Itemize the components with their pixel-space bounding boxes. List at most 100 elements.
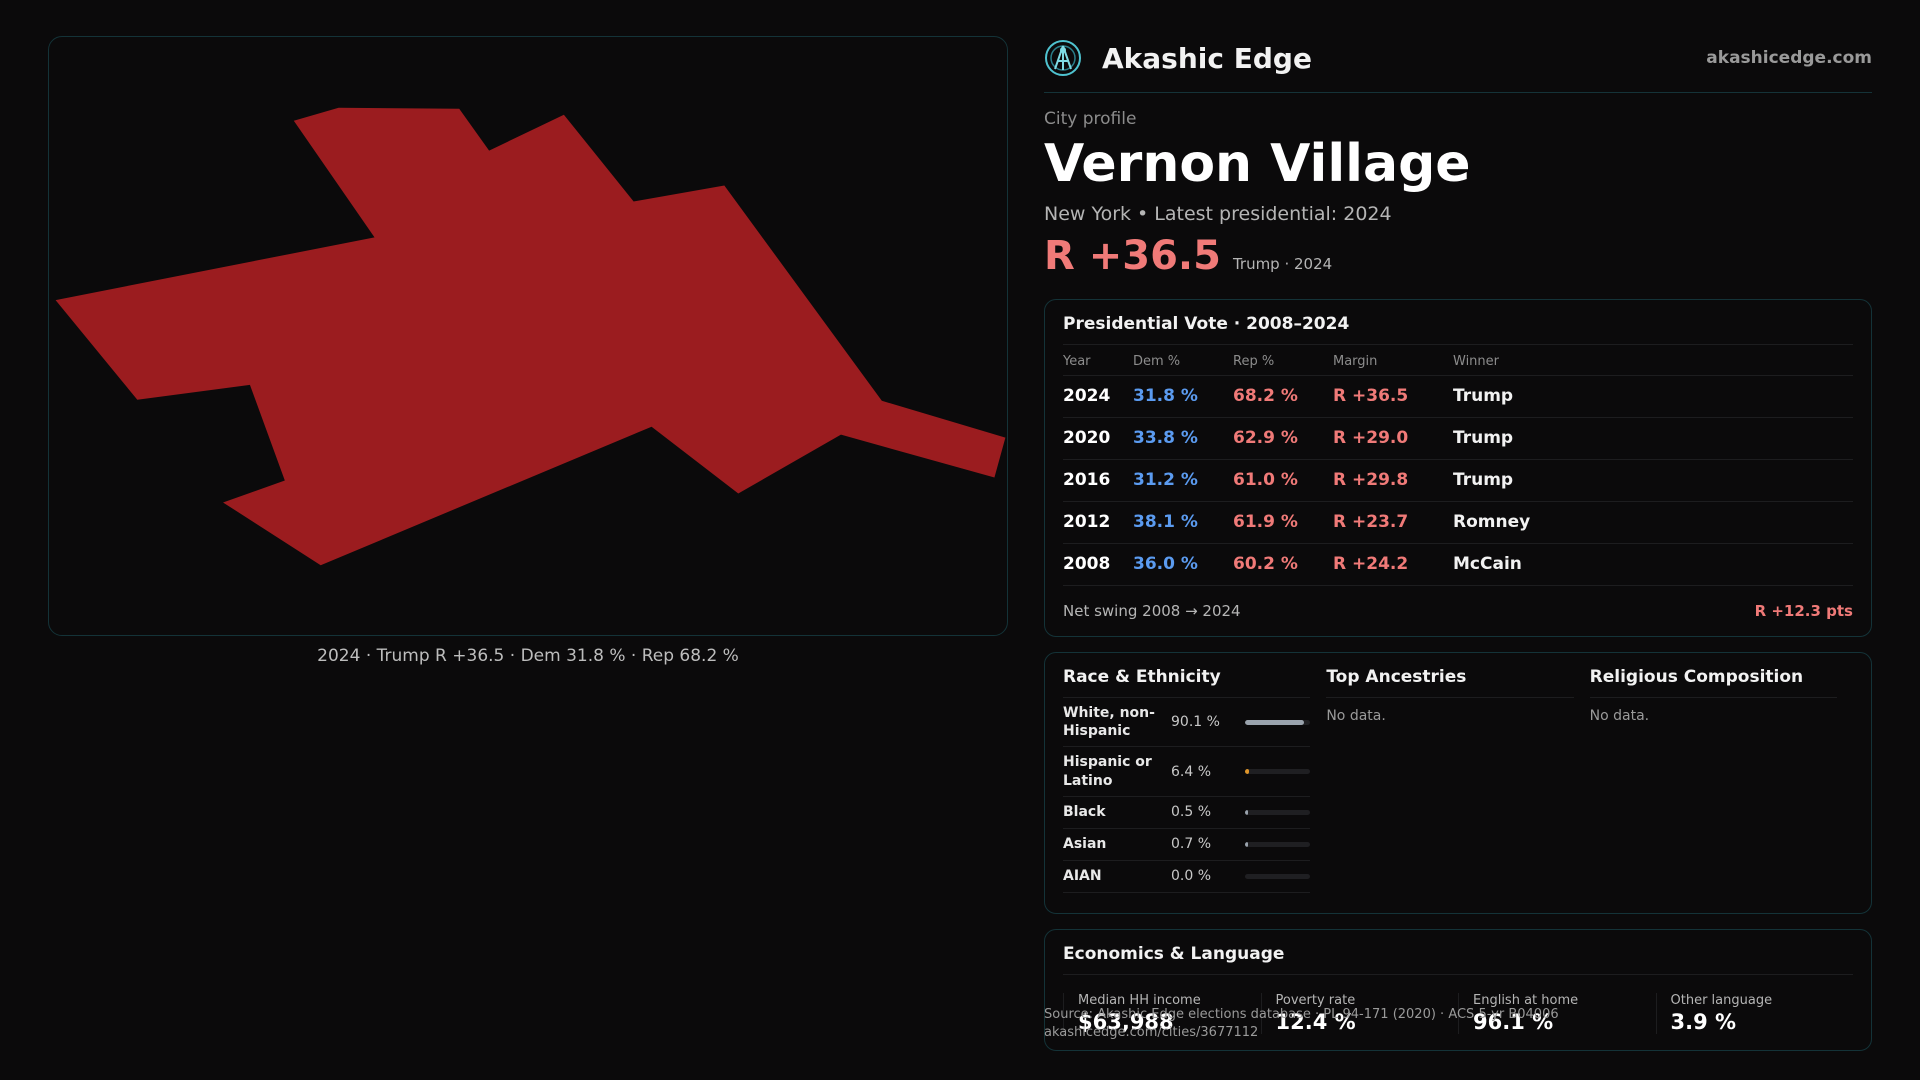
year-cell: 2024 <box>1063 375 1133 418</box>
net-swing-row: Net swing 2008 → 2024 R +12.3 pts <box>1063 602 1853 620</box>
race-bar-track <box>1245 769 1311 775</box>
column-header: Rep % <box>1233 349 1333 376</box>
stat-value: $63,988 <box>1078 1010 1174 1034</box>
margin-cell: R +36.5 <box>1333 375 1453 418</box>
map-caption: 2024 · Trump R +36.5 · Dem 31.8 % · Rep … <box>317 646 739 666</box>
race-label: AIAN <box>1063 868 1102 885</box>
column-header: Winner <box>1453 349 1853 376</box>
race-bar-fill <box>1245 719 1304 725</box>
race-label: Asian <box>1063 836 1107 853</box>
map-panel <box>48 36 1008 636</box>
ancestries-empty: No data. <box>1326 708 1386 724</box>
city-boundary-map <box>55 107 1006 566</box>
latest-margin: R +36.5 Trump · 2024 <box>1044 233 1872 279</box>
presidential-vote-card: Presidential Vote · 2008–2024 Year Dem %… <box>1044 299 1872 637</box>
race-value: 0.7 % <box>1171 836 1212 853</box>
city-boundary-shape[interactable] <box>55 107 1006 566</box>
akashic-logo-icon <box>1045 40 1081 76</box>
dem-cell: 38.1 % <box>1133 501 1233 544</box>
religion-empty: No data. <box>1589 708 1650 724</box>
margin-value: R +36.5 <box>1044 232 1221 279</box>
race-bar-track <box>1245 841 1311 847</box>
dem-cell: 33.8 % <box>1133 417 1233 460</box>
stat-cell: Other language 3.9 % <box>1655 993 1854 1034</box>
dem-cell: 36.0 % <box>1133 543 1233 586</box>
rep-cell: 60.2 % <box>1233 543 1333 586</box>
race-label: White, non-Hispanic <box>1063 705 1155 740</box>
table-row: 2024 31.8 % 68.2 % R +36.5 Trump <box>1063 375 1853 418</box>
rep-cell: 68.2 % <box>1233 375 1333 418</box>
stat-label: Other language <box>1670 993 1773 1008</box>
source-link[interactable]: akashicedge.com/cities/3677112 <box>1044 1025 1259 1041</box>
race-value: 6.4 % <box>1171 763 1212 780</box>
race-ethnicity-title: Race & Ethnicity <box>1063 667 1311 698</box>
race-list: White, non-Hispanic 90.1 % Hispanic or L… <box>1063 698 1311 893</box>
list-item: Hispanic or Latino 6.4 % <box>1063 747 1311 797</box>
table-row: 2012 38.1 % 61.9 % R +23.7 Romney <box>1063 501 1853 544</box>
table-row: 2016 31.2 % 61.0 % R +29.8 Trump <box>1063 459 1853 502</box>
economics-grid: Median HH income $63,988 Poverty rate 12… <box>1063 993 1853 1034</box>
margin-cell: R +29.8 <box>1333 459 1453 502</box>
stat-value: 3.9 % <box>1670 1010 1737 1034</box>
economics-title: Economics & Language <box>1063 944 1853 975</box>
race-bar-fill <box>1245 769 1250 775</box>
header-divider <box>1044 92 1872 93</box>
brand-url-link[interactable]: akashicedge.com <box>1706 48 1872 68</box>
net-swing-value: R +12.3 pts <box>1754 601 1853 620</box>
stat-cell: Median HH income $63,988 <box>1063 993 1261 1034</box>
list-item: White, non-Hispanic 90.1 % <box>1063 698 1311 748</box>
race-bar-fill <box>1245 809 1248 815</box>
stat-label: English at home <box>1473 993 1579 1008</box>
margin-cell: R +23.7 <box>1333 501 1453 544</box>
year-cell: 2020 <box>1063 417 1133 460</box>
presidential-table: Year Dem % Rep % Margin Winner 2024 31.8… <box>1063 349 1853 586</box>
page-subtitle: New York • Latest presidential: 2024 <box>1044 202 1392 225</box>
ancestries-section: Top Ancestries No data. <box>1326 667 1589 899</box>
rep-cell: 62.9 % <box>1233 417 1333 460</box>
list-item: Asian 0.7 % <box>1063 829 1311 861</box>
column-header: Margin <box>1333 349 1453 376</box>
source-text: Source: Akashic Edge elections database … <box>1044 1007 1559 1022</box>
race-value: 0.0 % <box>1171 868 1212 885</box>
race-label: Black <box>1063 804 1106 821</box>
page-title: Vernon Village <box>1044 134 1471 194</box>
table-row: 2008 36.0 % 60.2 % R +24.2 McCain <box>1063 543 1853 586</box>
page-eyebrow: City profile <box>1044 109 1137 129</box>
winner-cell: McCain <box>1453 543 1853 586</box>
table-row: 2020 33.8 % 62.9 % R +29.0 Trump <box>1063 417 1853 460</box>
winner-cell: Trump <box>1453 375 1853 418</box>
stat-cell: English at home 96.1 % <box>1458 993 1656 1034</box>
race-bar-fill <box>1245 841 1248 847</box>
winner-cell: Romney <box>1453 501 1853 544</box>
stat-value: 12.4 % <box>1275 1010 1356 1034</box>
list-item: AIAN 0.0 % <box>1063 861 1311 893</box>
stat-label: Poverty rate <box>1275 993 1356 1008</box>
net-swing-label: Net swing 2008 → 2024 <box>1063 601 1241 620</box>
rep-cell: 61.0 % <box>1233 459 1333 502</box>
race-bar-track <box>1245 873 1311 879</box>
economics-card: Economics & Language Median HH income $6… <box>1044 929 1872 1051</box>
column-header: Dem % <box>1133 349 1233 376</box>
list-item: Black 0.5 % <box>1063 797 1311 829</box>
race-value: 0.5 % <box>1171 804 1212 821</box>
column-header: Year <box>1063 349 1133 376</box>
demographics-card: Race & Ethnicity White, non-Hispanic 90.… <box>1044 652 1872 914</box>
presidential-title: Presidential Vote · 2008–2024 <box>1063 314 1853 345</box>
margin-cell: R +24.2 <box>1333 543 1453 586</box>
year-cell: 2016 <box>1063 459 1133 502</box>
winner-cell: Trump <box>1453 459 1853 502</box>
ancestries-title: Top Ancestries <box>1326 667 1574 698</box>
race-bar-track <box>1245 719 1311 725</box>
margin-note: Trump · 2024 <box>1232 254 1333 273</box>
table-header-row: Year Dem % Rep % Margin Winner <box>1063 349 1853 376</box>
brand-name: Akashic Edge <box>1102 41 1312 75</box>
stat-label: Median HH income <box>1078 993 1201 1008</box>
race-value: 90.1 % <box>1171 714 1220 731</box>
dem-cell: 31.2 % <box>1133 459 1233 502</box>
year-cell: 2008 <box>1063 543 1133 586</box>
rep-cell: 61.9 % <box>1233 501 1333 544</box>
source-footnote: Source: Akashic Edge elections database … <box>1044 1006 1559 1042</box>
stat-value: 96.1 % <box>1473 1010 1554 1034</box>
religion-section: Religious Composition No data. <box>1589 667 1853 899</box>
race-label: Hispanic or Latino <box>1063 754 1152 789</box>
